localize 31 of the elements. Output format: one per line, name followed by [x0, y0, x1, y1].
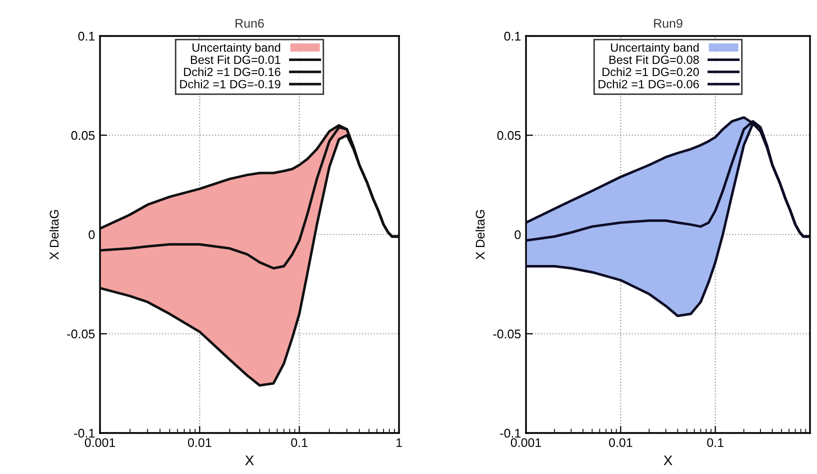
y-tick-label: 0.05: [497, 131, 521, 140]
x-tick-label: 0.01: [608, 438, 632, 448]
y-axis-title: X DeltaG: [49, 210, 59, 260]
x-tick-label: 0.001: [84, 438, 116, 448]
legend-label: Best Fit DG=0.08: [609, 55, 699, 64]
y-tick-label: 0.1: [78, 32, 95, 41]
y-tick-label: 0.1: [504, 32, 521, 41]
x-axis-title: X: [664, 456, 672, 466]
y-tick-label: -0.05: [67, 330, 95, 338]
chart-title: Run9: [654, 18, 682, 28]
legend-label: Best Fit DG=0.01: [190, 55, 280, 64]
y-tick-label: -0.1: [74, 428, 95, 438]
x-axis-title: X: [245, 456, 254, 466]
y-tick-label: -0.05: [493, 330, 521, 338]
y-tick-label: 0: [514, 230, 521, 240]
legend-label: Dchi2 =1 DG=-0.06: [598, 80, 699, 88]
legend-label: Dchi2 =1 DG=-0.19: [180, 80, 280, 88]
legend-label: Uncertainty band: [611, 43, 699, 54]
x-tick-label: 1: [396, 438, 402, 447]
y-tick-label: -0.1: [500, 428, 521, 438]
y-tick-label: 0.05: [71, 131, 95, 140]
legend-label: Dchi2 =1 DG=0.20: [602, 67, 699, 76]
x-tick-label: 0.01: [188, 438, 212, 448]
x-tick-label: 0.1: [707, 438, 724, 448]
y-axis-title: X DeltaG: [475, 210, 485, 260]
x-tick-label: 0.1: [291, 438, 308, 448]
y-tick-label: 0: [88, 230, 95, 240]
legend-label: Dchi2 =1 DG=0.16: [184, 67, 280, 76]
chart-title: Run6: [236, 18, 264, 28]
legend-label: Uncertainty band: [192, 43, 280, 54]
x-tick-label: 0.001: [510, 438, 542, 448]
